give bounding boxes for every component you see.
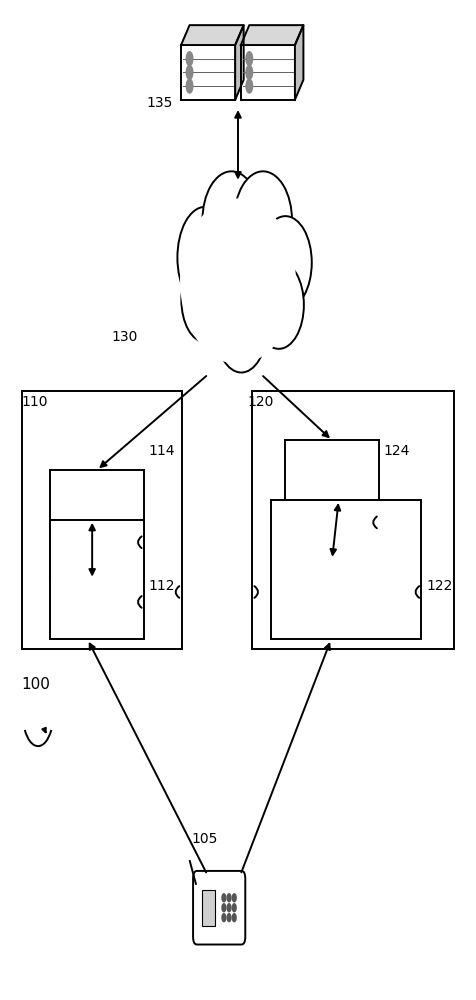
Circle shape	[246, 79, 253, 93]
Circle shape	[186, 65, 193, 79]
Bar	[50, 520, 144, 639]
Bar	[21, 391, 181, 649]
Bar	[201, 890, 215, 926]
Ellipse shape	[202, 171, 260, 269]
Text: 122: 122	[426, 578, 453, 592]
Circle shape	[246, 52, 253, 66]
Circle shape	[222, 914, 226, 922]
Ellipse shape	[216, 288, 266, 373]
Bar	[181, 45, 235, 100]
Text: 100: 100	[21, 677, 50, 692]
Ellipse shape	[259, 216, 312, 309]
Ellipse shape	[178, 207, 233, 308]
Ellipse shape	[181, 258, 229, 342]
Circle shape	[227, 894, 231, 902]
Circle shape	[222, 904, 226, 912]
Circle shape	[232, 894, 236, 902]
Circle shape	[186, 52, 193, 66]
Text: 130: 130	[111, 330, 138, 344]
FancyBboxPatch shape	[193, 871, 245, 945]
Bar	[285, 440, 379, 560]
Circle shape	[246, 65, 253, 79]
Circle shape	[186, 79, 193, 93]
Bar	[241, 45, 295, 100]
Text: 124: 124	[384, 444, 410, 458]
Text: 120: 120	[248, 395, 274, 409]
Polygon shape	[241, 25, 303, 45]
Polygon shape	[295, 25, 303, 100]
Ellipse shape	[234, 171, 292, 269]
Circle shape	[222, 894, 226, 902]
Text: 112: 112	[149, 578, 175, 592]
Text: 114: 114	[149, 444, 175, 458]
Text: 135: 135	[146, 96, 173, 110]
Polygon shape	[181, 25, 244, 45]
Circle shape	[232, 914, 236, 922]
Bar	[271, 500, 421, 639]
Text: 110: 110	[21, 395, 48, 409]
Ellipse shape	[180, 198, 296, 364]
Text: 105: 105	[191, 832, 218, 846]
Bar	[252, 391, 455, 649]
Ellipse shape	[254, 261, 304, 349]
Circle shape	[227, 904, 231, 912]
Polygon shape	[235, 25, 244, 100]
Circle shape	[227, 914, 231, 922]
Circle shape	[232, 904, 236, 912]
Bar	[50, 470, 144, 580]
